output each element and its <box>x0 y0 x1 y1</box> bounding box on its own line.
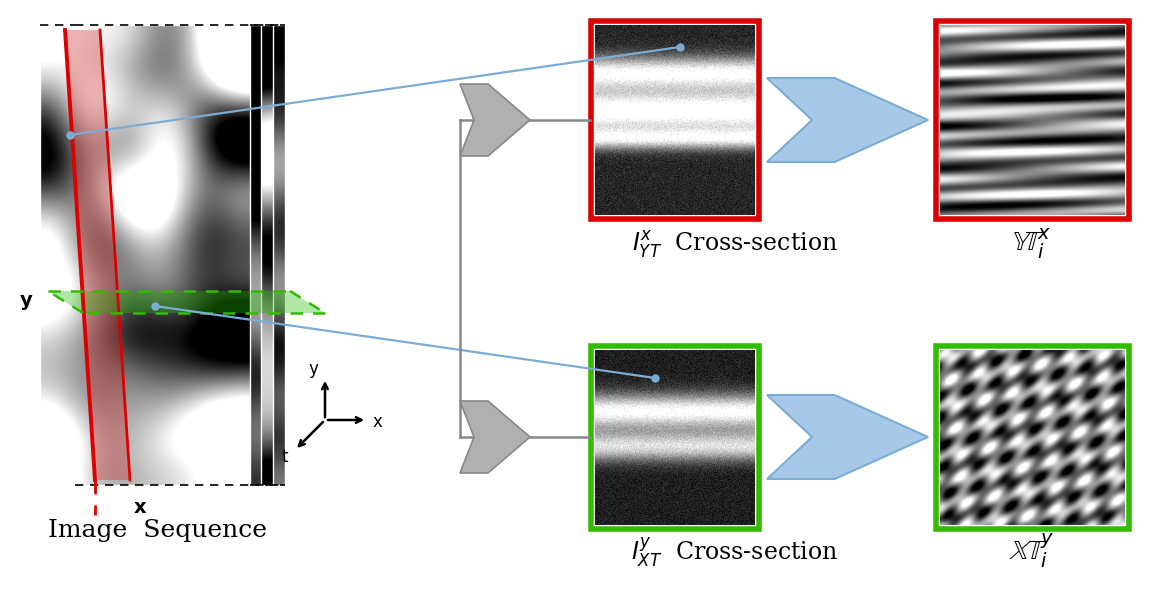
Polygon shape <box>460 401 530 473</box>
Bar <box>591 346 759 529</box>
Polygon shape <box>768 395 928 479</box>
Bar <box>936 346 1129 529</box>
Bar <box>75 25 285 485</box>
Text: $I_{YT}^{x}$  Cross-section: $I_{YT}^{x}$ Cross-section <box>632 229 838 260</box>
Bar <box>936 21 1129 219</box>
Text: $I_{XT}^{y}$  Cross-section: $I_{XT}^{y}$ Cross-section <box>632 536 839 569</box>
Text: y: y <box>308 360 318 378</box>
Text: Image  Sequence: Image Sequence <box>48 519 267 542</box>
Text: x: x <box>133 498 146 517</box>
Text: $\mathbb{Y}\mathbb{T}_{i}^{x}$: $\mathbb{Y}\mathbb{T}_{i}^{x}$ <box>1012 227 1052 261</box>
Text: $\mathbb{X}\mathbb{T}_{i}^{y}$: $\mathbb{X}\mathbb{T}_{i}^{y}$ <box>1010 532 1055 570</box>
Bar <box>51 25 261 485</box>
Polygon shape <box>768 78 928 162</box>
Polygon shape <box>48 291 325 313</box>
Polygon shape <box>66 30 130 480</box>
Bar <box>63 25 273 485</box>
Bar <box>591 21 759 219</box>
Text: y: y <box>20 292 33 310</box>
Bar <box>40 25 250 485</box>
Text: x: x <box>373 413 383 431</box>
Text: t: t <box>282 448 288 466</box>
Polygon shape <box>460 84 530 156</box>
